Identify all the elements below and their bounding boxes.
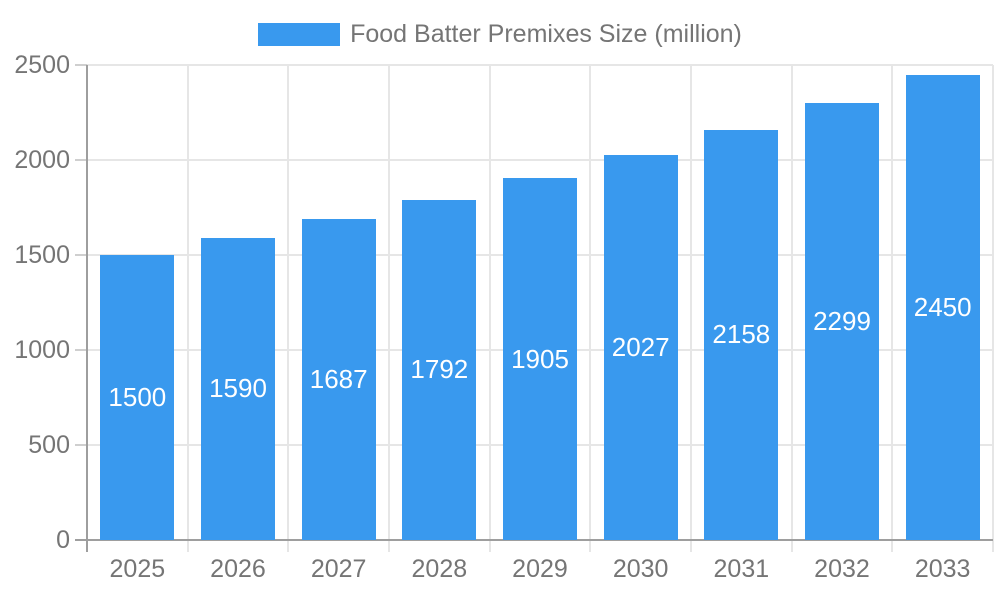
- bar[interactable]: 1687: [301, 219, 376, 540]
- v-gridline: [186, 65, 189, 552]
- bar-value-label: 1590: [209, 373, 267, 404]
- v-gridline: [287, 65, 290, 552]
- bar[interactable]: 2158: [704, 129, 779, 540]
- x-axis-label: 2026: [210, 555, 266, 583]
- bar[interactable]: 1500: [100, 255, 175, 540]
- y-axis-label: 2500: [14, 51, 70, 79]
- y-axis-label: 1000: [14, 336, 70, 364]
- v-gridline: [891, 65, 894, 552]
- y-tick-mark: [75, 349, 87, 351]
- bar-value-label: 2299: [813, 306, 871, 337]
- legend-swatch: [258, 23, 341, 46]
- y-tick-mark: [75, 254, 87, 256]
- v-gridline: [488, 65, 491, 552]
- h-gridline: [87, 159, 993, 161]
- x-axis-label: 2027: [310, 555, 367, 583]
- v-gridline: [992, 65, 994, 552]
- y-tick-mark: [75, 159, 87, 161]
- legend[interactable]: Food Batter Premixes Size (million): [0, 20, 1000, 49]
- y-tick-mark: [75, 444, 87, 446]
- x-axis-label: 2028: [411, 555, 468, 583]
- legend-label: Food Batter Premixes Size (million): [350, 20, 742, 48]
- x-axis-label: 2030: [612, 555, 669, 583]
- y-axis-line: [86, 65, 88, 552]
- bar[interactable]: 2027: [603, 154, 678, 540]
- y-tick-mark: [75, 64, 87, 66]
- bar-value-label: 1792: [410, 354, 469, 385]
- x-axis-label: 2033: [914, 555, 971, 583]
- bar-value-label: 1905: [511, 343, 569, 374]
- bar-value-label: 2027: [611, 331, 670, 362]
- bar-value-label: 2450: [913, 291, 972, 322]
- y-axis-label: 1500: [14, 241, 70, 269]
- bar-value-label: 2158: [712, 319, 771, 350]
- v-gridline: [589, 65, 592, 552]
- bar[interactable]: 1590: [201, 237, 275, 540]
- bar[interactable]: 2450: [905, 74, 980, 540]
- x-axis-label: 2032: [814, 555, 870, 583]
- v-gridline: [388, 65, 390, 552]
- x-axis-label: 2029: [512, 555, 568, 583]
- bar-value-label: 1500: [108, 382, 167, 412]
- v-gridline: [690, 65, 692, 552]
- bar[interactable]: 1792: [402, 199, 477, 540]
- y-axis-label: 0: [56, 526, 70, 554]
- h-gridline: [87, 64, 993, 66]
- x-axis-label: 2031: [713, 555, 770, 583]
- y-axis-label: 500: [28, 431, 70, 459]
- x-axis-label: 2025: [109, 555, 166, 583]
- y-axis-label: 2000: [14, 146, 70, 174]
- x-axis-line: [75, 539, 993, 541]
- v-gridline: [790, 65, 793, 552]
- bar[interactable]: 1905: [503, 178, 577, 540]
- bar-value-label: 1687: [309, 364, 368, 395]
- bar[interactable]: 2299: [805, 103, 879, 540]
